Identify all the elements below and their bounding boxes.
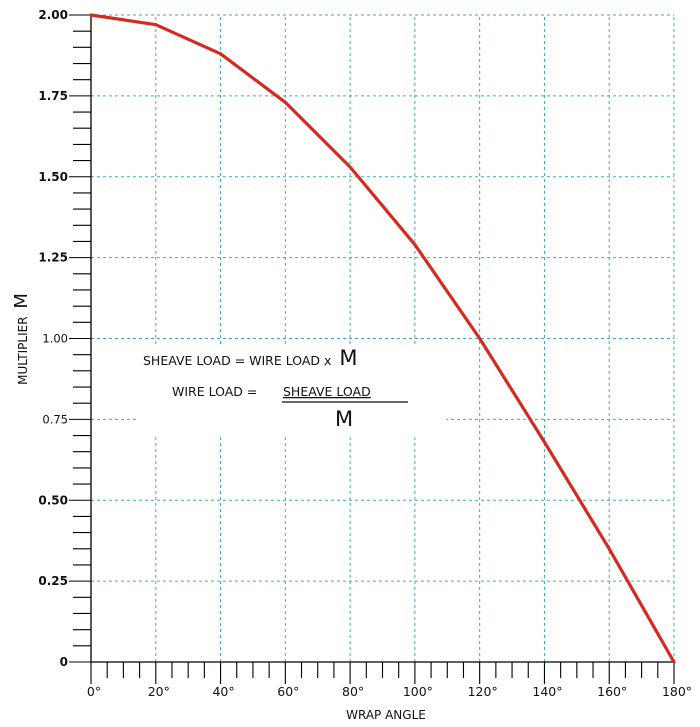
y-tick-label: 1.00 [42, 332, 68, 346]
x-axis-title: WRAP ANGLE [346, 708, 426, 722]
y-tick-label: 1.25 [38, 251, 68, 265]
x-tick-label: 40° [212, 684, 234, 699]
y-axis-title-symbol: M [11, 293, 32, 309]
formula-line1-text: SHEAVE LOAD = WIRE LOAD x [143, 353, 331, 368]
y-tick-label: 1.50 [38, 170, 68, 184]
y-tick-label: 0.50 [38, 493, 68, 507]
formula-line1-symbol: M [339, 346, 357, 370]
formula-line1: SHEAVE LOAD = WIRE LOAD x M [143, 346, 358, 370]
y-tick-label: 0.25 [38, 574, 68, 588]
y-tick-label: 1.75 [38, 89, 68, 103]
x-tick-label: 180° [662, 684, 692, 699]
annotation-background [138, 345, 446, 435]
formula-annotation: SHEAVE LOAD = WIRE LOAD x M WIRE LOAD = … [138, 345, 446, 435]
svg-text:MULTIPLIER M: MULTIPLIER M [11, 293, 32, 385]
y-tick-labels: 0 0.25 0.50 0.75 1.00 1.25 1.50 1.75 2.00 [38, 8, 68, 669]
minor-ticks [69, 14, 675, 684]
y-axis-title: MULTIPLIER M [11, 293, 32, 385]
x-tick-label: 80° [342, 684, 364, 699]
y-tick-label: 0.75 [42, 412, 68, 426]
x-tick-label: 60° [277, 684, 299, 699]
x-tick-label: 120° [468, 684, 498, 699]
series-line [89, 13, 676, 664]
formula-line2-denominator: M [335, 407, 353, 431]
x-tick-labels: 0° 20° 40° 60° 80° 100° 120° 140° 160° 180° [87, 684, 692, 699]
formula-line2-prefix: WIRE LOAD = [172, 384, 257, 399]
series [89, 13, 676, 664]
x-tick-label: 0° [87, 684, 101, 699]
y-tick-label: 0 [60, 655, 68, 669]
x-tick-label: 20° [148, 684, 170, 699]
x-tick-label: 100° [403, 684, 433, 699]
x-tick-label: 140° [532, 684, 562, 699]
axes [90, 15, 674, 663]
y-axis-title-text: MULTIPLIER [16, 316, 30, 384]
y-tick-label: 2.00 [38, 8, 68, 22]
formula-line2-numerator: SHEAVE LOAD [283, 384, 371, 399]
x-tick-label: 160° [597, 684, 627, 699]
grid [91, 14, 675, 662]
